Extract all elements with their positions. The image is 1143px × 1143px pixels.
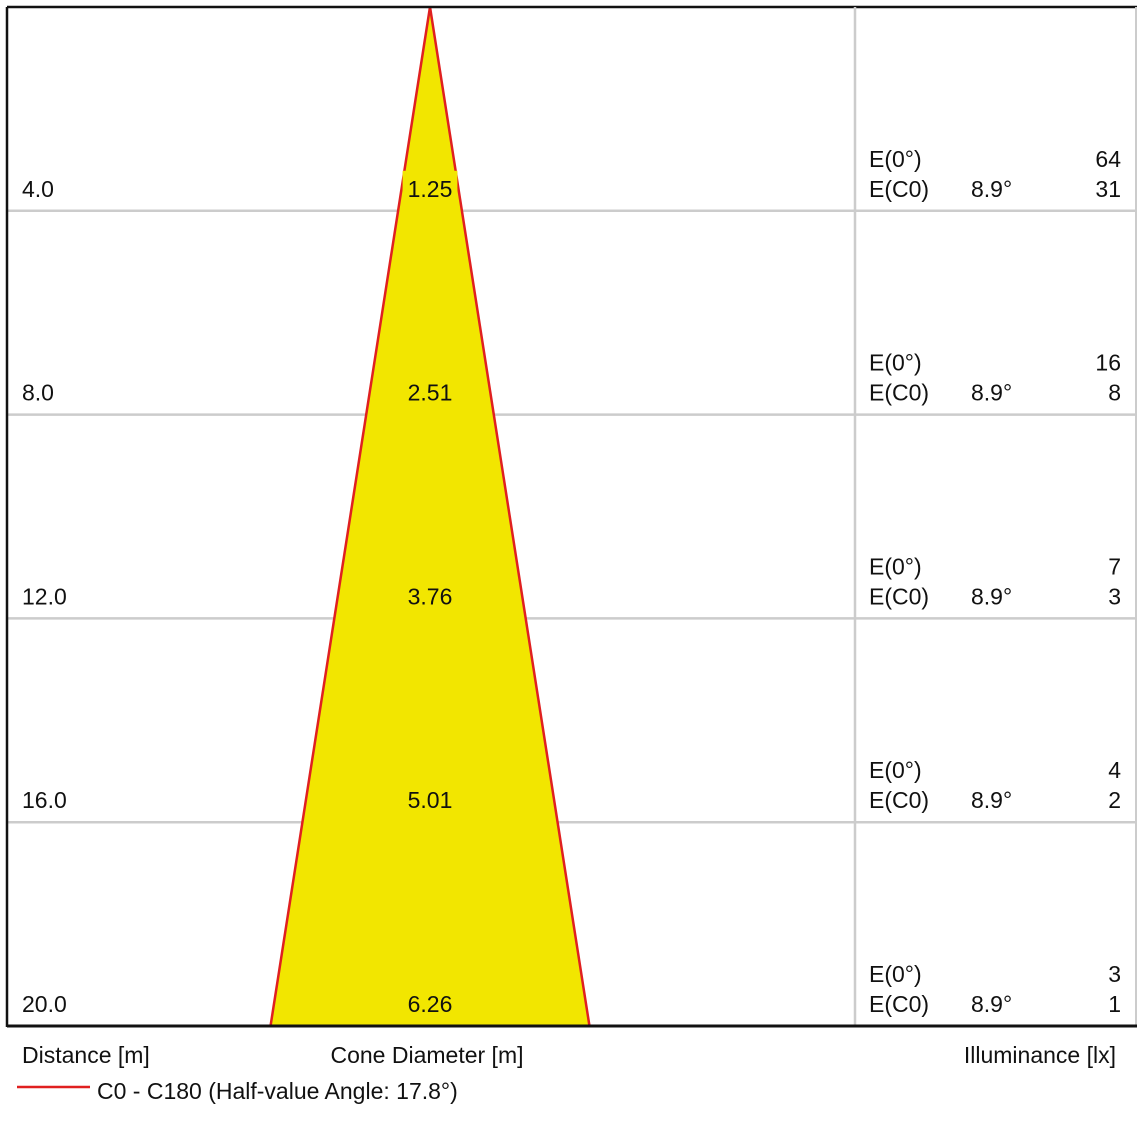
ec0-value: 31 xyxy=(1095,176,1121,202)
distance-label: 12.0 xyxy=(22,583,67,609)
distance-row: 8.0 2.51 E(0°) 16 E(C0) 8.9° 8 xyxy=(22,350,1121,413)
ec0-value: 8 xyxy=(1108,380,1121,406)
ec0-angle: 8.9° xyxy=(971,176,1012,202)
ec0-label: E(C0) xyxy=(869,583,929,609)
ec0-label: E(C0) xyxy=(869,991,929,1017)
ec0-value: 1 xyxy=(1108,991,1121,1017)
ec0-angle: 8.9° xyxy=(971,787,1012,813)
ec0-label: E(C0) xyxy=(869,787,929,813)
diameter-label: 2.51 xyxy=(408,380,453,406)
rows: 4.0 1.25E(0°) 64E(C0) 8.9° 318.0 2.51E(0°) 16E… xyxy=(22,146,1121,1024)
light-cone xyxy=(270,7,590,1026)
distance-row: 20.0 6.26 E(0°) 3 E(C0) 8.9° 1 xyxy=(22,961,1121,1024)
distance-label: 20.0 xyxy=(22,991,67,1017)
ec0-value: 2 xyxy=(1108,787,1121,813)
ec0-value: 3 xyxy=(1108,583,1121,609)
legend-label: C0 - C180 (Half-value Angle: 17.8°) xyxy=(97,1078,458,1104)
distance-label: 4.0 xyxy=(22,176,54,202)
grid xyxy=(7,209,1137,824)
ec0-angle: 8.9° xyxy=(971,380,1012,406)
e0-label: E(0°) xyxy=(869,146,922,172)
distance-label: 8.0 xyxy=(22,380,54,406)
e0-value: 64 xyxy=(1095,146,1121,172)
diameter-label: 6.26 xyxy=(408,991,453,1017)
illuminance-axis-label: Illuminance [lx] xyxy=(964,1042,1116,1068)
diameter-label-bg xyxy=(375,374,485,413)
ec0-label: E(C0) xyxy=(869,380,929,406)
e0-label: E(0°) xyxy=(869,757,922,783)
distance-row: 12.0 3.76 E(0°) 7 E(C0) 8.9° 3 xyxy=(22,553,1121,617)
e0-value: 4 xyxy=(1108,757,1121,783)
e0-value: 7 xyxy=(1108,553,1121,579)
diameter-label-bg xyxy=(320,782,540,821)
ec0-angle: 8.9° xyxy=(971,991,1012,1017)
diameter-axis-label: Cone Diameter [m] xyxy=(330,1042,523,1068)
diameter-label-bg xyxy=(292,986,568,1024)
diameter-label: 5.01 xyxy=(408,787,453,813)
e0-value: 16 xyxy=(1095,350,1121,376)
e0-label: E(0°) xyxy=(869,961,922,987)
e0-label: E(0°) xyxy=(869,350,922,376)
distance-axis-label: Distance [m] xyxy=(22,1042,150,1068)
ec0-angle: 8.9° xyxy=(971,583,1012,609)
e0-label: E(0°) xyxy=(869,553,922,579)
distance-row: 4.0 1.25 E(0°) 64 E(C0) 8.9° 31 xyxy=(22,146,1121,209)
diameter-label: 3.76 xyxy=(408,583,453,609)
distance-label: 16.0 xyxy=(22,787,67,813)
diameter-label: 1.25 xyxy=(408,176,453,202)
ec0-label: E(C0) xyxy=(869,176,929,202)
diameter-label-bg xyxy=(347,578,513,617)
diameter-label-bg xyxy=(402,170,458,209)
e0-value: 3 xyxy=(1108,961,1121,987)
distance-row: 16.0 5.01 E(0°) 4 E(C0) 8.9° 2 xyxy=(22,757,1121,821)
